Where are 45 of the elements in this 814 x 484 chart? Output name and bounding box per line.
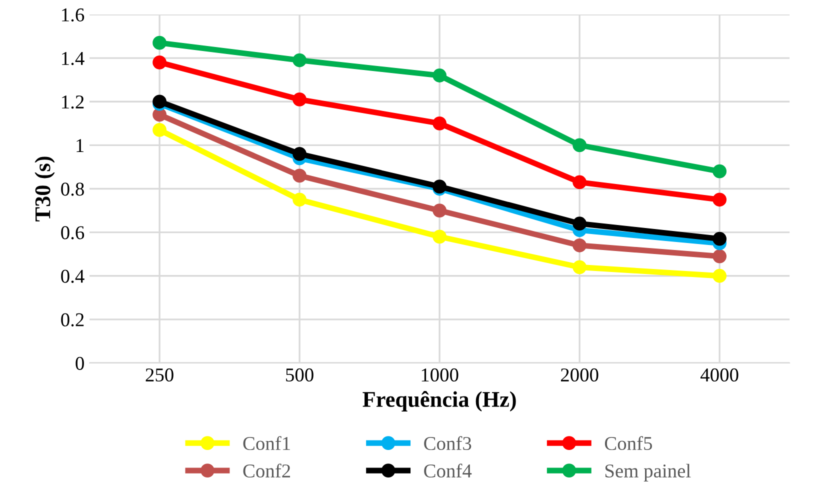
point bbox=[432, 116, 447, 130]
point bbox=[572, 260, 587, 274]
y-tick-label: 1 bbox=[76, 139, 84, 152]
point bbox=[712, 249, 727, 264]
point bbox=[572, 216, 587, 231]
point bbox=[292, 146, 306, 161]
y-tick-label: 0.2 bbox=[61, 313, 84, 326]
y-tick-label: 0.6 bbox=[61, 226, 84, 240]
point bbox=[292, 53, 306, 68]
legend-label: Conf2 bbox=[243, 464, 290, 478]
point bbox=[712, 268, 727, 283]
x-axis-title: Frequência (Hz) bbox=[362, 391, 516, 412]
point bbox=[712, 192, 727, 207]
y-tick-label: 0.4 bbox=[61, 270, 84, 283]
y-tick-label: 1.4 bbox=[62, 52, 84, 66]
point bbox=[152, 108, 166, 122]
point bbox=[432, 68, 447, 82]
point bbox=[152, 36, 166, 50]
point bbox=[292, 92, 306, 106]
y-axis-title: T30 (s) bbox=[34, 156, 55, 222]
x-tick-label: 1000 bbox=[422, 368, 458, 382]
y-tick-label: 0 bbox=[76, 356, 84, 370]
point bbox=[572, 138, 587, 152]
x-tick-label: 4000 bbox=[700, 368, 738, 382]
point bbox=[432, 230, 447, 244]
point bbox=[572, 175, 587, 190]
legend-label: Conf1 bbox=[243, 436, 290, 450]
y-tick-label: 1.6 bbox=[62, 8, 84, 22]
point bbox=[292, 168, 306, 183]
legend-label: Conf5 bbox=[604, 436, 652, 450]
point bbox=[432, 204, 447, 218]
legend-label: Conf3 bbox=[424, 436, 472, 450]
point bbox=[712, 164, 727, 178]
y-tick-label: 1.2 bbox=[62, 96, 84, 109]
point bbox=[712, 232, 727, 246]
x-tick-label: 2000 bbox=[560, 368, 598, 382]
x-tick-label: 500 bbox=[286, 368, 314, 382]
x-tick-label: 250 bbox=[146, 368, 174, 382]
legend-label: Sem painel bbox=[605, 464, 691, 482]
point bbox=[292, 192, 306, 207]
point bbox=[572, 238, 587, 252]
point bbox=[152, 123, 166, 137]
legend-label: Conf4 bbox=[424, 464, 472, 478]
point bbox=[152, 55, 166, 70]
y-tick-label: 0.8 bbox=[61, 182, 84, 196]
